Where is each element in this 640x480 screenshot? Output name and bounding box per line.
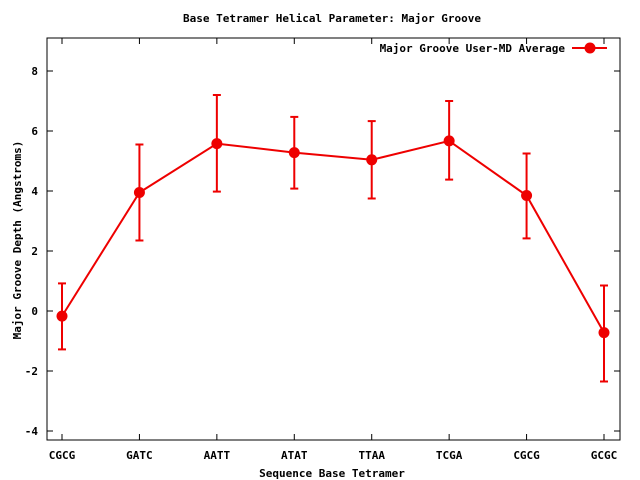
y-tick-label: 2 — [31, 245, 38, 258]
x-tick-label: TCGA — [436, 449, 463, 462]
legend-label: Major Groove User-MD Average — [380, 42, 566, 55]
x-tick-label: TTAA — [358, 449, 385, 462]
x-tick-label: ATAT — [281, 449, 308, 462]
y-tick-label: 6 — [31, 125, 38, 138]
x-tick-label: CGCG — [513, 449, 540, 462]
data-point — [211, 138, 223, 150]
y-axis-label: Major Groove Depth (Angstroms) — [11, 141, 24, 340]
data-point — [56, 310, 68, 322]
x-tick-label: GCGC — [591, 449, 618, 462]
data-point — [366, 154, 378, 166]
data-point — [443, 135, 455, 147]
y-axis-label-text: Major Groove Depth (Angstroms) — [11, 141, 24, 340]
x-tick-label: CGCG — [49, 449, 76, 462]
series-line — [61, 139, 605, 334]
data-point — [598, 327, 610, 339]
data-point — [521, 190, 533, 201]
y-tick-label: -2 — [25, 365, 38, 378]
x-tick-label: AATT — [204, 449, 231, 462]
data-point — [288, 147, 300, 159]
legend: Major Groove User-MD Average — [380, 42, 607, 55]
y-tick-label: 0 — [31, 305, 38, 318]
legend-marker — [584, 42, 596, 54]
chart-title: Base Tetramer Helical Parameter: Major G… — [183, 12, 481, 25]
series-layer — [56, 94, 610, 383]
x-axis-label: Sequence Base Tetramer — [259, 467, 405, 480]
y-tick-label: 4 — [31, 185, 38, 198]
x-axis-ticks: CGCG GATC AATT ATAT TTAA TCGA CGCG GCGC — [49, 38, 618, 462]
data-point — [133, 187, 145, 198]
y-tick-label: -4 — [25, 425, 39, 438]
x-tick-label: GATC — [126, 449, 153, 462]
y-tick-label: 8 — [31, 65, 38, 78]
y-axis-ticks: -4 -2 0 2 4 6 8 — [25, 65, 620, 438]
plot-frame — [46, 37, 621, 441]
